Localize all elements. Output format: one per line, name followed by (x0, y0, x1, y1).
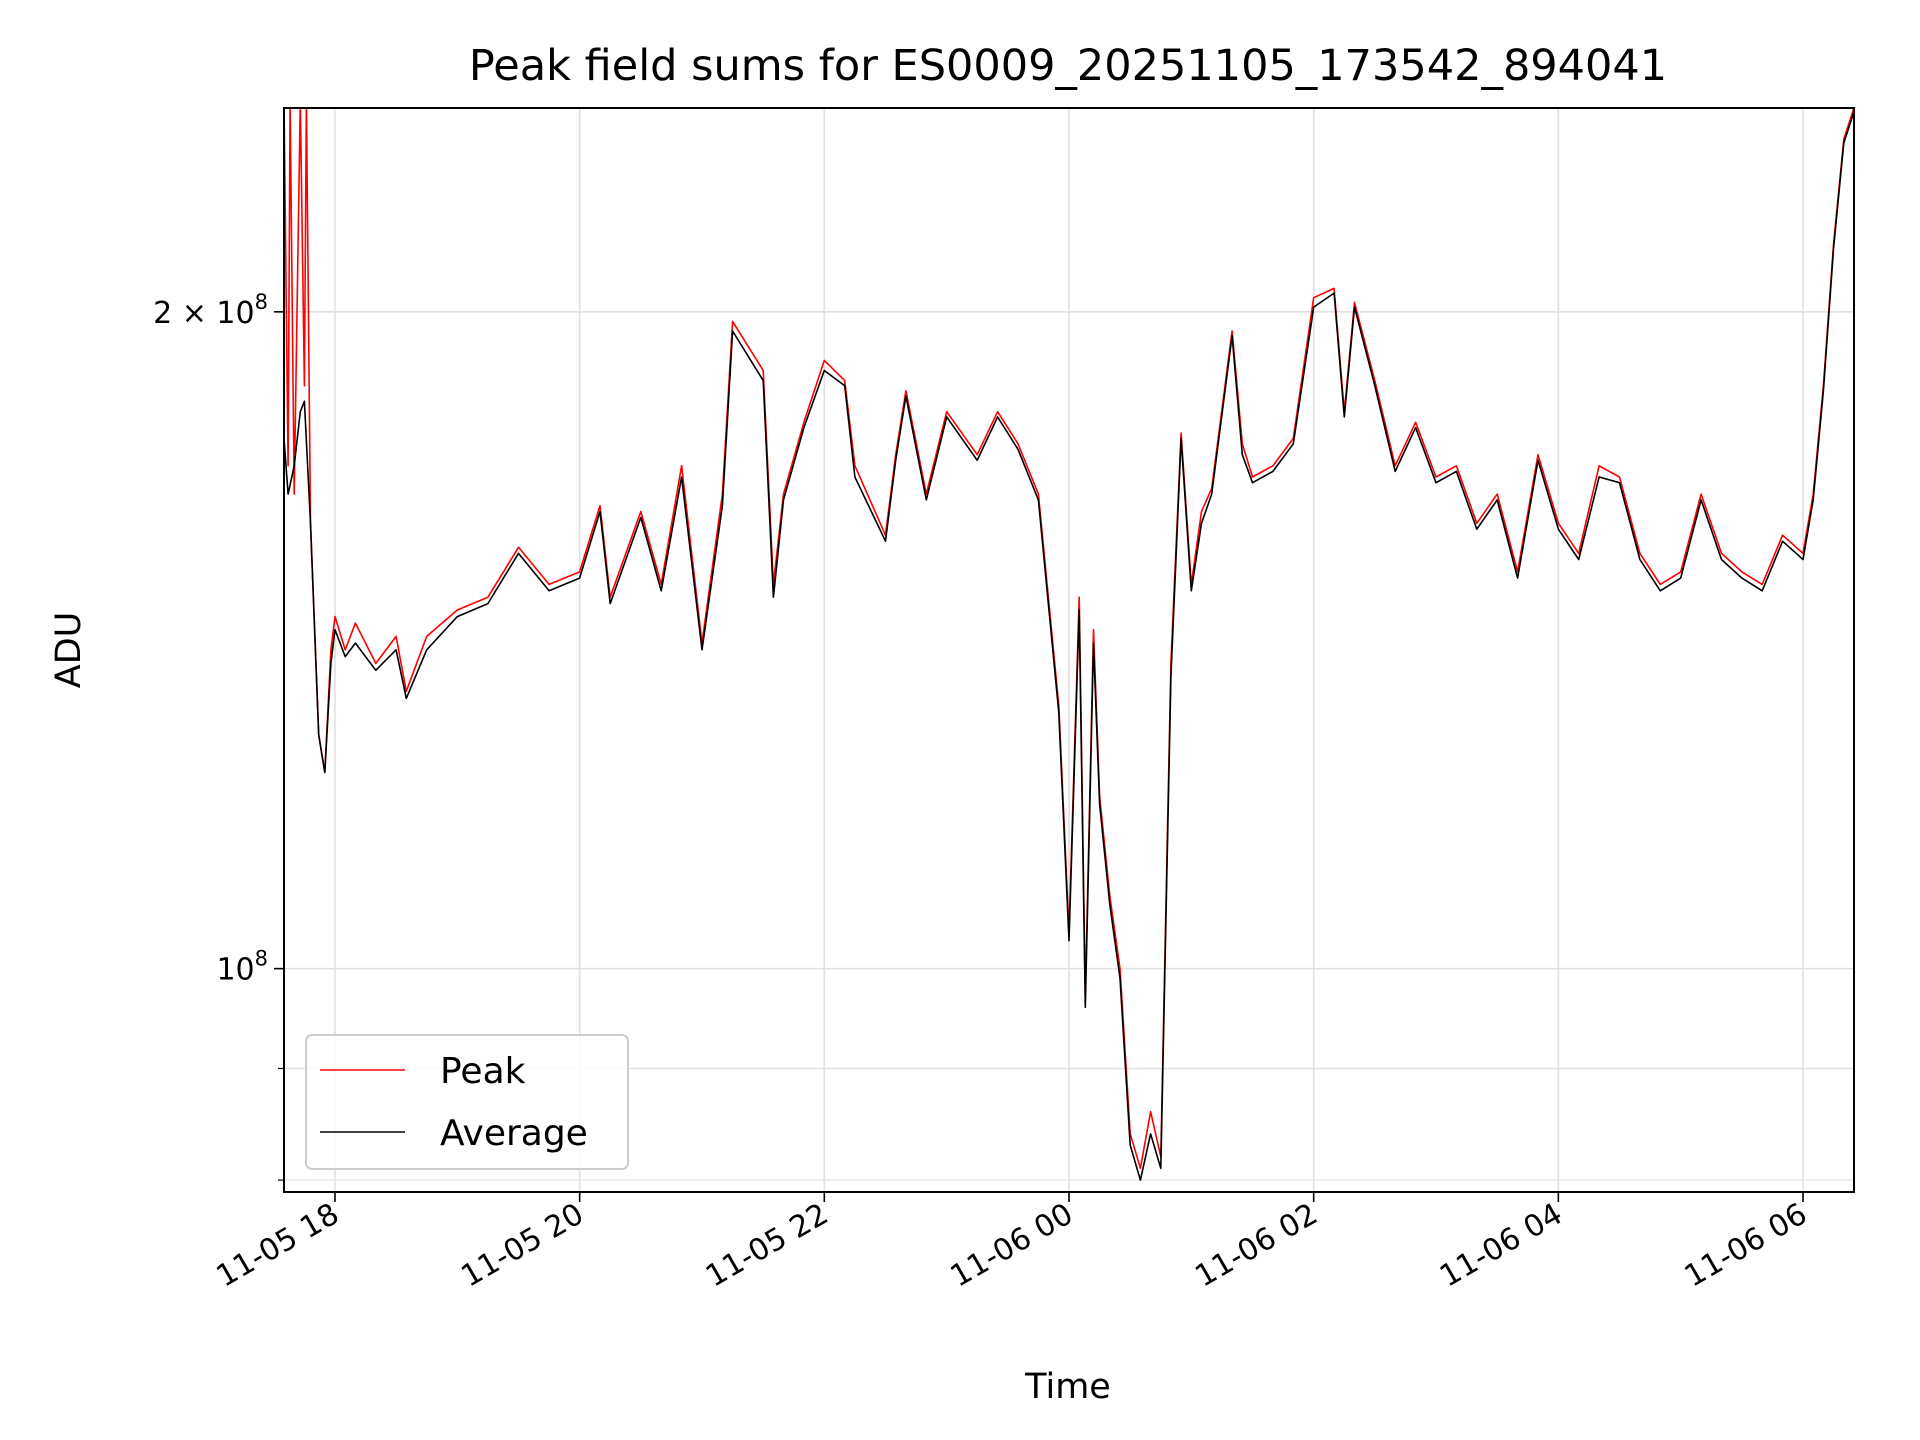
y-tick-label: 2 × 108 (153, 290, 268, 331)
legend-label-average: Average (440, 1113, 588, 1154)
legend-box (305, 1034, 629, 1170)
chart-title: Peak field sums for ES0009_20251105_1735… (469, 41, 1667, 91)
x-tick-label: 11-06 00 (945, 1197, 1079, 1295)
y-tick-label: 108 (216, 947, 268, 988)
x-tick-label: 11-06 06 (1679, 1197, 1813, 1295)
y-tick-label-base: 2 × 10 (153, 296, 254, 331)
x-tick-label: 11-05 22 (700, 1197, 834, 1295)
x-tick-label: 11-06 02 (1189, 1197, 1323, 1295)
x-tick-label: 11-05 18 (211, 1197, 345, 1295)
series-line-average (284, 111, 1854, 1181)
legend: Peak Average (305, 1034, 629, 1170)
y-tick-label-exponent: 8 (255, 947, 268, 971)
y-axis-label: ADU (49, 612, 89, 689)
x-axis-label: Time (1024, 1367, 1111, 1407)
grid-lines (284, 108, 1854, 1192)
x-tick-label: 11-06 04 (1434, 1197, 1568, 1295)
x-tick-label: 11-05 20 (455, 1197, 589, 1295)
y-tick-label-exponent: 8 (255, 290, 268, 314)
series-lines (284, 108, 1854, 1181)
y-tick-label-base: 10 (216, 953, 254, 988)
legend-label-peak: Peak (440, 1051, 526, 1092)
